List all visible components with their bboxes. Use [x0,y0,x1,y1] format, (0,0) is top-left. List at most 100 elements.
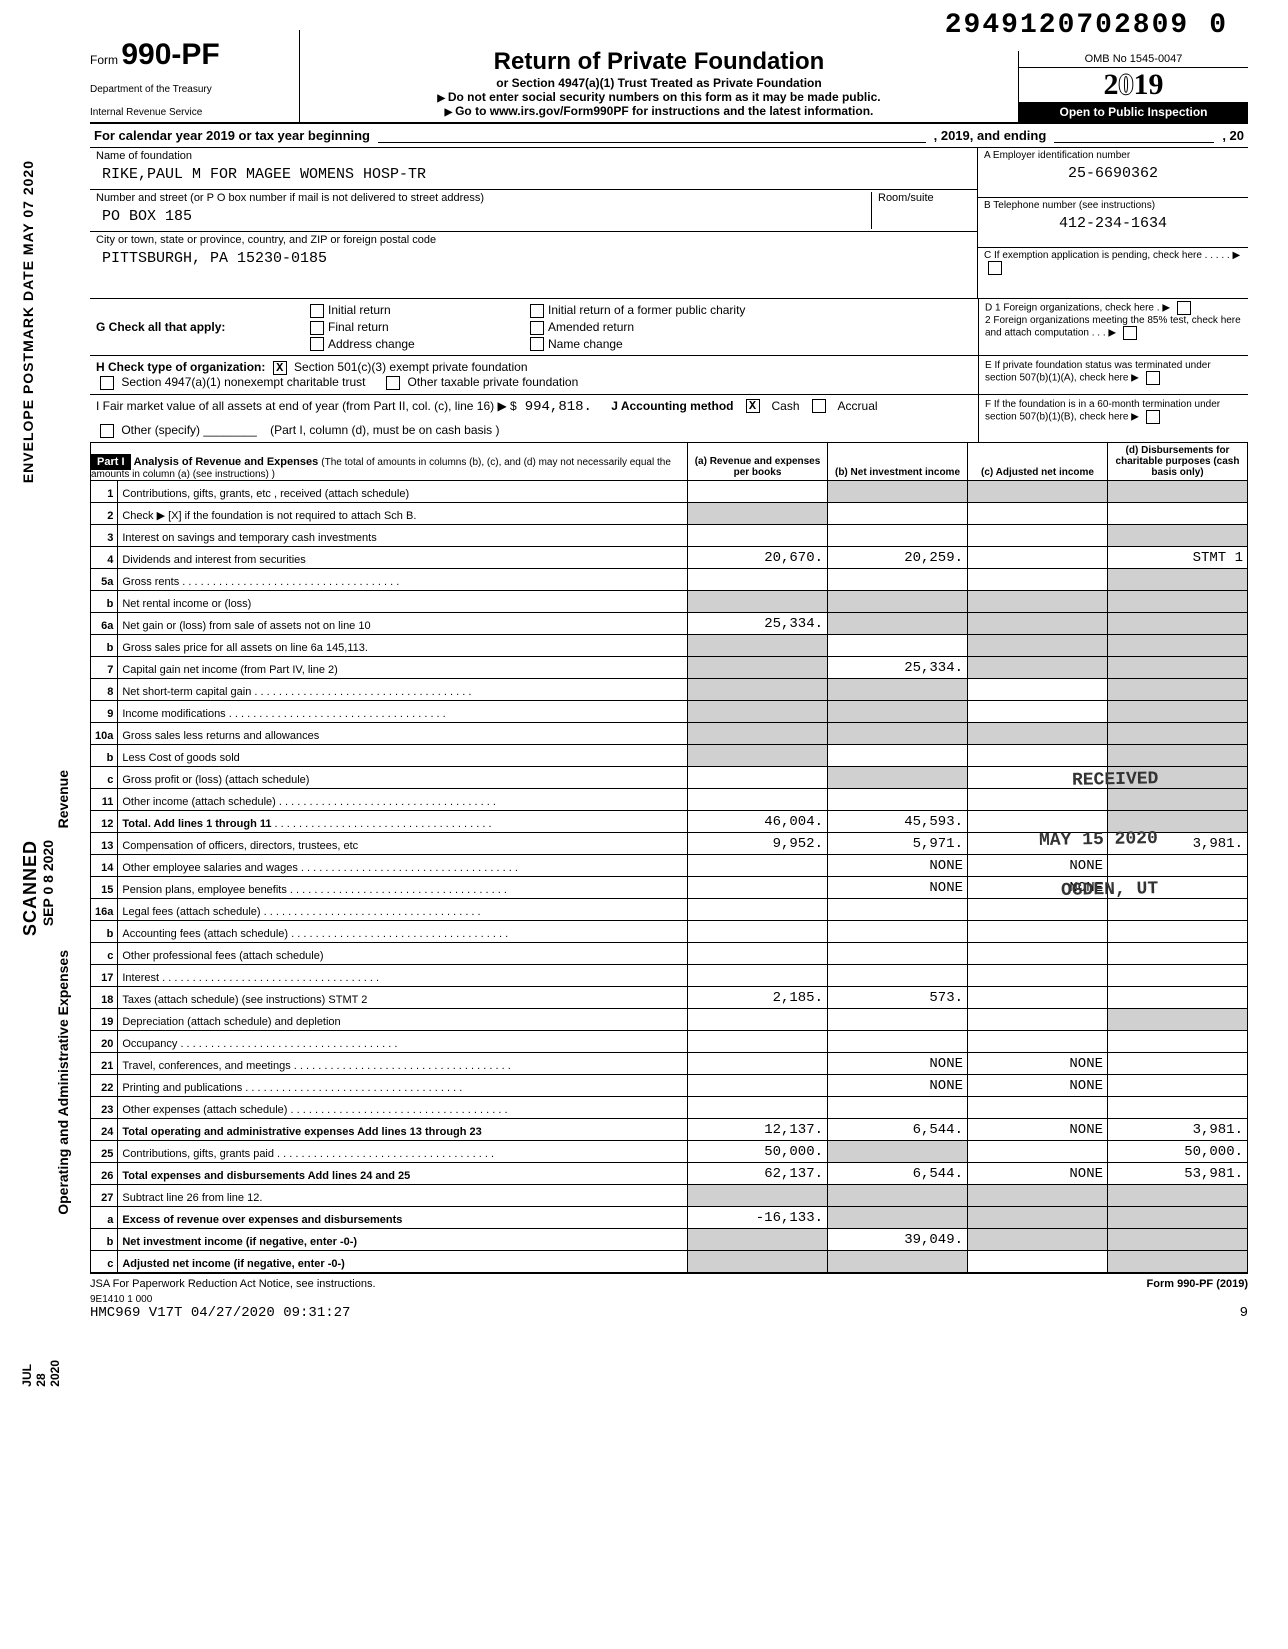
d2-85pct: 2 Foreign organizations meeting the 85% … [985,315,1242,340]
form-label: Form [90,53,118,67]
tax-year: 2019 [1019,68,1248,102]
telephone-value: 412-234-1634 [984,211,1242,236]
row-27b: bNet investment income (if negative, ent… [91,1228,1248,1250]
g-address[interactable]: Address change [306,337,506,352]
row-26: 26Total expenses and disbursements Add l… [91,1162,1248,1184]
may-date-stamp: MAY 15 2020 [1039,829,1158,851]
row-27c: cAdjusted net income (if negative, enter… [91,1250,1248,1272]
form-title: Return of Private Foundation [310,48,1008,76]
f-60month: F If the foundation is in a 60-month ter… [985,399,1242,424]
row-9: 9Income modifications [91,700,1248,722]
instructions-link: Go to www.irs.gov/Form990PF for instruct… [310,104,1008,118]
address-label: Number and street (or P O box number if … [96,192,871,204]
h-4947: Section 4947(a)(1) nonexempt charitable … [121,375,365,389]
h-501c3: Section 501(c)(3) exempt private foundat… [294,360,527,374]
city-state-zip: PITTSBURGH, PA 15230-0185 [96,246,971,271]
cash-basis-note: (Part I, column (d), must be on cash bas… [270,423,499,437]
row-1: 1Contributions, gifts, grants, etc , rec… [91,480,1248,502]
j-label: J Accounting method [611,399,733,415]
foundation-info-grid: Name of foundation RIKE,PAUL M FOR MAGEE… [90,148,1248,299]
row-10a: 10aGross sales less returns and allowanc… [91,722,1248,744]
telephone-label: B Telephone number (see instructions) [984,200,1242,211]
j-accrual-checkbox[interactable] [812,399,826,413]
j-cash-checkbox[interactable]: X [746,399,760,413]
row-10b: bLess Cost of goods sold [91,744,1248,766]
row-8: 8Net short-term capital gain [91,678,1248,700]
col-a-header: (a) Revenue and expenses per books [688,442,828,480]
exemption-pending: C If exemption application is pending, c… [978,248,1248,298]
row-20: 20Occupancy [91,1030,1248,1052]
row-19: 19Depreciation (attach schedule) and dep… [91,1008,1248,1030]
omb-number: OMB No 1545-0047 [1019,51,1248,68]
form-number: 990-PF [121,38,219,71]
calendar-year-row: For calendar year 2019 or tax year begin… [90,124,1248,148]
g-label: G Check all that apply: [96,320,296,334]
row-16c: cOther professional fees (attach schedul… [91,942,1248,964]
fmv-value: 994,818. [525,399,592,415]
col-b-header: (b) Net investment income [828,442,968,480]
page-footer: JSA For Paperwork Reduction Act Notice, … [90,1273,1248,1294]
row-7: 7Capital gain net income (from Part IV, … [91,656,1248,678]
paperwork-notice: JSA For Paperwork Reduction Act Notice, … [90,1278,376,1290]
g-name-change[interactable]: Name change [526,337,826,352]
room-label: Room/suite [878,192,971,204]
g-amended[interactable]: Amended return [526,320,826,335]
row-24: 24Total operating and administrative exp… [91,1118,1248,1140]
h-other-checkbox[interactable] [386,376,400,390]
h-other: Other taxable private foundation [408,375,579,389]
form-subtitle: or Section 4947(a)(1) Trust Treated as P… [310,76,1008,90]
g-initial[interactable]: Initial return [306,303,506,318]
name-label: Name of foundation [96,150,971,162]
form-ref: Form 990-PF (2019) [1147,1278,1248,1290]
row-25: 25Contributions, gifts, grants paid50,00… [91,1140,1248,1162]
g-final[interactable]: Final return [306,320,506,335]
col-c-header: (c) Adjusted net income [968,442,1108,480]
e-terminated: E If private foundation status was termi… [985,360,1242,385]
city-label: City or town, state or province, country… [96,234,971,246]
col-d-header: (d) Disbursements for charitable purpose… [1108,442,1248,480]
g-initial-former[interactable]: Initial return of a former public charit… [526,303,826,318]
ogden-stamp: OGDEN, UT [1061,879,1159,901]
h-501c3-checkbox[interactable]: X [273,361,287,375]
dept-treasury: Department of the Treasury [90,84,289,95]
ein-value: 25-6690362 [984,161,1242,186]
d1-foreign: D 1 Foreign organizations, check here . … [985,301,1242,315]
row-21: 21Travel, conferences, and meetingsNONEN… [91,1052,1248,1074]
part1-table: Part I Analysis of Revenue and Expenses … [90,442,1248,1273]
h-4947-checkbox[interactable] [100,376,114,390]
row-5a: 5aGross rents [91,568,1248,590]
public-inspection-badge: Open to Public Inspection [1019,102,1248,122]
row-27a: aExcess of revenue over expenses and dis… [91,1206,1248,1228]
row-6a: 6aNet gain or (loss) from sale of assets… [91,612,1248,634]
row-23: 23Other expenses (attach schedule) [91,1096,1248,1118]
row-22: 22Printing and publicationsNONENONE [91,1074,1248,1096]
row-18: 18Taxes (attach schedule) (see instructi… [91,986,1248,1008]
row-12: 12Total. Add lines 1 through 1146,004.45… [91,810,1248,832]
row-16b: bAccounting fees (attach schedule) [91,920,1248,942]
j-other-checkbox[interactable] [100,424,114,438]
expenses-side-label: Operating and Administrative Expenses [55,950,71,1215]
page-number: 9 [1240,1305,1248,1321]
jsa-code: 9E1410 1 000 [90,1294,1248,1305]
row-17: 17Interest [91,964,1248,986]
document-id: 29491207028090 [945,10,1228,41]
scanned-stamp: SCANNED [20,840,41,936]
ssn-warning: Do not enter social security numbers on … [310,90,1008,104]
received-stamp: RECEIVED [1071,769,1158,791]
row-3: 3Interest on savings and temporary cash … [91,524,1248,546]
row-14: 14Other employee salaries and wagesNONEN… [91,854,1248,876]
foundation-name: RIKE,PAUL M FOR MAGEE WOMENS HOSP-TR [96,162,971,187]
row-16a: 16aLegal fees (attach schedule) [91,898,1248,920]
postmark-stamp: ENVELOPE POSTMARK DATE MAY 07 2020 [20,160,36,483]
revenue-side-label: Revenue [55,770,71,828]
part1-badge: Part I [91,454,131,470]
fmv-label: I Fair market value of all assets at end… [96,399,517,415]
row-11: 11Other income (attach schedule) [91,788,1248,810]
row-27: 27Subtract line 26 from line 12. [91,1184,1248,1206]
sep-date-stamp: SEP 0 8 2020 [40,840,56,926]
row-4: 4Dividends and interest from securities2… [91,546,1248,568]
jul-date-stamp: JUL 28 2020 [20,1360,62,1387]
row-5b: bNet rental income or (loss) [91,590,1248,612]
row-6b: bGross sales price for all assets on lin… [91,634,1248,656]
ein-label: A Employer identification number [984,150,1242,161]
